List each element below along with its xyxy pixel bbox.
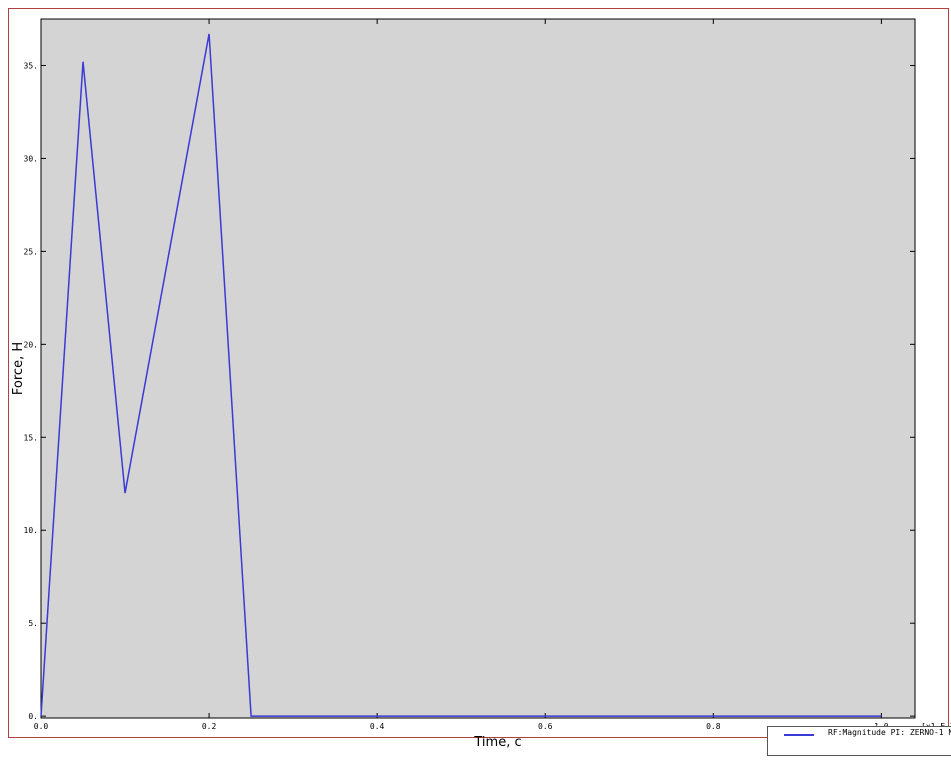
y-tick-label: 35.	[24, 61, 38, 70]
y-tick-label: 30.	[24, 154, 38, 163]
x-tick-label: 0.4	[370, 722, 385, 731]
legend-series-swatch	[784, 734, 814, 736]
y-tick-label: 25.	[24, 247, 38, 256]
y-axis-ticks: 0. 5. 10. 15. 20. 25. 30. 35.	[24, 61, 915, 721]
y-axis-title: Force, H	[11, 342, 26, 395]
y-tick-label: 15.	[24, 433, 38, 442]
x-axis-title: Time, c	[473, 735, 521, 750]
x-tick-label: 0.8	[706, 722, 721, 731]
y-tick-label: 5.	[28, 619, 38, 628]
x-tick-label: 0.0	[34, 722, 49, 731]
plot-area	[40, 18, 916, 719]
y-tick-label: 0.	[28, 712, 38, 721]
legend-series-label: RF:Magnitude PI: ZERNO-1 N:	[828, 728, 951, 737]
legend: RF:Magnitude PI: ZERNO-1 N:	[767, 726, 951, 756]
chart-frame	[8, 8, 949, 738]
y-tick-label: 10.	[24, 526, 38, 535]
x-tick-label: 0.2	[202, 722, 217, 731]
y-tick-label: 20.	[24, 340, 38, 349]
x-tick-label: 0.6	[538, 722, 553, 731]
series-line	[40, 33, 882, 717]
